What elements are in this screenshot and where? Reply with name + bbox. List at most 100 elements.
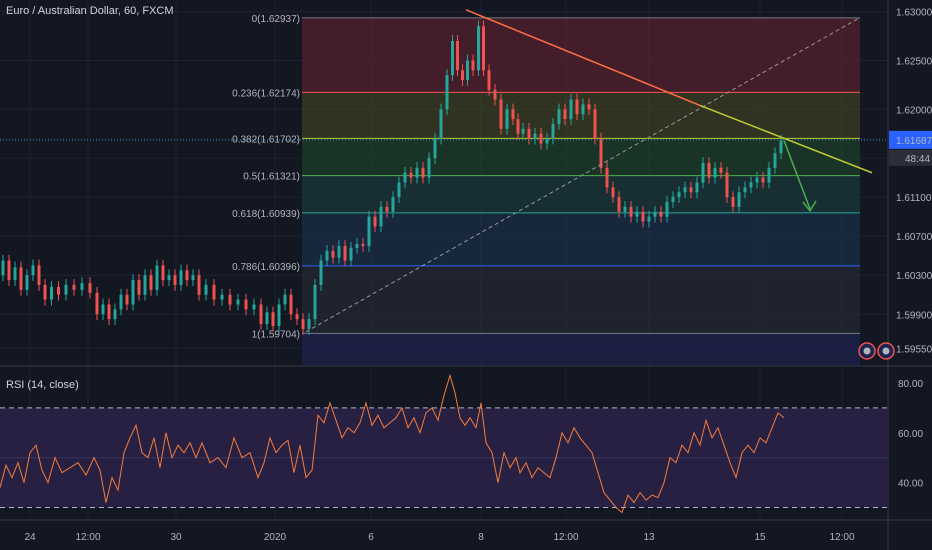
candle-body: [665, 202, 669, 217]
x-tick-label: 30: [170, 532, 182, 543]
candle-body: [427, 158, 431, 178]
candle-body: [212, 284, 216, 300]
candle-body: [617, 197, 621, 212]
fib-label-1: 1(1.59704): [252, 329, 300, 340]
candle-body: [113, 309, 117, 320]
candle-body: [185, 270, 189, 281]
candle-body: [511, 109, 515, 120]
y-tick-label: 1.60300: [896, 271, 932, 282]
candle-body: [677, 192, 681, 198]
candle-body: [204, 284, 208, 295]
candle-body: [101, 304, 105, 315]
candle-body: [397, 182, 401, 198]
candle-body: [451, 40, 454, 76]
candle-body: [391, 197, 395, 212]
fib-zone-0-382: [302, 138, 860, 176]
event-marker-dot: [863, 347, 871, 355]
candle-body: [301, 319, 305, 329]
candle-body: [493, 89, 497, 100]
candle-body: [587, 104, 591, 110]
candle-body: [743, 187, 747, 193]
fibonacci-retracement[interactable]: 0(1.62937) 0.236(1.62174) 0.382(1.61702) 0.…: [232, 14, 860, 365]
candle-body: [236, 299, 240, 305]
candle-body: [277, 304, 281, 326]
candle-body: [533, 133, 537, 139]
candle-body: [143, 275, 147, 295]
candle-body: [367, 216, 371, 246]
candle-body: [539, 133, 543, 144]
fib-zone-0-236: [302, 92, 860, 139]
rsi-y-tick-label: 60.00: [898, 429, 923, 440]
candle-body: [125, 294, 129, 305]
x-tick-label: 12:00: [829, 532, 854, 543]
fib-label-0-786: 0.786(1.60396): [232, 262, 300, 273]
candle-body: [641, 211, 645, 222]
symbol-title[interactable]: Euro / Australian Dollar, 60, FXCM: [6, 5, 174, 17]
candle-body: [415, 167, 419, 178]
candle-body: [557, 109, 561, 124]
candle-body: [88, 283, 92, 293]
trendline-orange[interactable]: [465, 9, 701, 107]
candle-body: [337, 245, 341, 258]
candle-body: [779, 140, 783, 154]
fib-label-0-618: 0.618(1.60939): [232, 209, 300, 220]
candle-body: [563, 109, 567, 120]
candle-body: [25, 275, 29, 290]
candle-body: [767, 167, 771, 183]
fib-zone-1: [302, 333, 860, 365]
x-tick-label: 24: [24, 532, 36, 543]
candle-body: [551, 123, 555, 139]
event-marker-dot: [882, 347, 890, 355]
candle-body: [119, 294, 123, 310]
fib-trend-line[interactable]: [305, 17, 861, 333]
candle-body: [313, 284, 317, 320]
candle-body: [149, 275, 153, 290]
y-tick-label: 1.62000: [896, 105, 932, 116]
candle-body: [505, 109, 509, 129]
rsi-title[interactable]: RSI (14, close): [6, 379, 79, 391]
candle-body: [252, 304, 256, 310]
candle-body: [107, 304, 111, 320]
candle-body: [131, 280, 135, 305]
candle-body: [761, 177, 765, 183]
candle-body: [545, 138, 549, 144]
candle-body: [421, 167, 425, 178]
arrow-line[interactable]: [783, 140, 811, 210]
candle-body: [713, 167, 717, 178]
candle-body: [7, 260, 11, 281]
y-tick-label: 1.59550: [896, 344, 932, 355]
candle-body: [499, 99, 503, 129]
candle-body: [593, 109, 597, 139]
candle-body: [653, 211, 657, 217]
candle-body: [379, 206, 383, 227]
x-tick-label: 2020: [264, 532, 287, 543]
candle-body: [173, 275, 177, 285]
candle-body: [72, 284, 76, 290]
candle-body: [671, 197, 675, 203]
candle-body: [385, 206, 389, 212]
candle-body: [349, 247, 353, 261]
candle-body: [265, 312, 269, 325]
axes: 1.630001.625001.620001.615001.611001.607…: [24, 8, 932, 543]
candle-body: [647, 216, 651, 222]
fib-label-0-236: 0.236(1.62174): [232, 88, 300, 99]
y-tick-label: 1.62500: [896, 57, 932, 68]
candle-body: [403, 172, 407, 183]
candle-body: [701, 162, 705, 183]
x-tick-label: 12:00: [75, 532, 100, 543]
arrow-head[interactable]: [802, 200, 817, 213]
candle-body: [477, 26, 480, 71]
candle-body: [773, 153, 777, 168]
candle-body: [50, 286, 53, 300]
candle-body: [373, 216, 377, 227]
price-series: [0, 20, 888, 335]
y-tick-label: 1.61100: [896, 193, 932, 204]
rsi-line: [0, 373, 785, 514]
candle-body: [244, 299, 248, 310]
trendline-yellow[interactable]: [699, 104, 873, 174]
candle-body: [220, 294, 224, 300]
candle-body: [707, 162, 711, 178]
candle-body: [521, 128, 525, 134]
